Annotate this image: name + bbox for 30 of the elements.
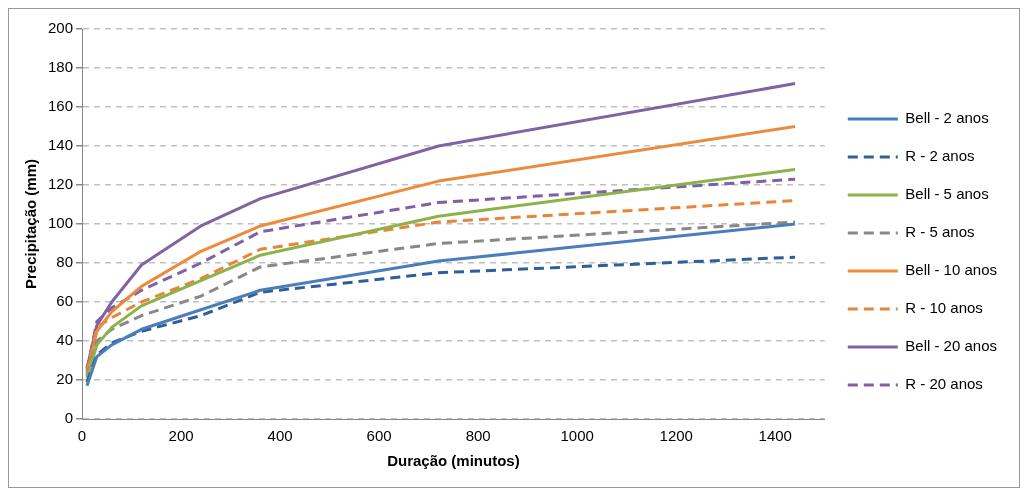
x-tick-label: 1000 bbox=[560, 427, 594, 445]
x-tick-label: 200 bbox=[168, 427, 194, 445]
legend-label: Bell - 2 anos bbox=[905, 109, 989, 127]
x-tick-label: 400 bbox=[267, 427, 293, 445]
y-tick-label: 80 bbox=[56, 253, 74, 271]
x-tick-label: 800 bbox=[465, 427, 491, 445]
y-tick-label: 140 bbox=[48, 136, 74, 154]
legend-label: R - 20 anos bbox=[905, 375, 983, 393]
y-tick-label: 60 bbox=[56, 292, 74, 310]
line-series bbox=[85, 255, 797, 384]
x-tick-label: 600 bbox=[366, 427, 392, 445]
legend-label: R - 10 anos bbox=[905, 299, 983, 317]
y-tick-label: 200 bbox=[48, 19, 74, 37]
x-tick-label: 1200 bbox=[659, 427, 693, 445]
y-axis-title: Precipitação (mm) bbox=[22, 158, 40, 290]
x-axis-title: Duração (minutos) bbox=[387, 452, 520, 470]
y-tick-label: 0 bbox=[64, 409, 74, 427]
legend-label: R - 2 anos bbox=[905, 147, 975, 165]
y-tick-label: 160 bbox=[48, 97, 74, 115]
x-tick-label: 0 bbox=[77, 427, 87, 445]
y-tick-label: 120 bbox=[48, 175, 74, 193]
legend-label: R - 5 anos bbox=[905, 223, 975, 241]
x-tick-label: 1400 bbox=[758, 427, 792, 445]
y-tick-label: 180 bbox=[48, 58, 74, 76]
legend-label: Bell - 10 anos bbox=[905, 261, 998, 279]
legend-label: Bell - 20 anos bbox=[905, 337, 998, 355]
legend-label: Bell - 5 anos bbox=[905, 185, 989, 203]
y-tick-label: 100 bbox=[48, 214, 74, 232]
y-tick-label: 40 bbox=[56, 331, 74, 349]
y-tick-label: 20 bbox=[56, 370, 74, 388]
